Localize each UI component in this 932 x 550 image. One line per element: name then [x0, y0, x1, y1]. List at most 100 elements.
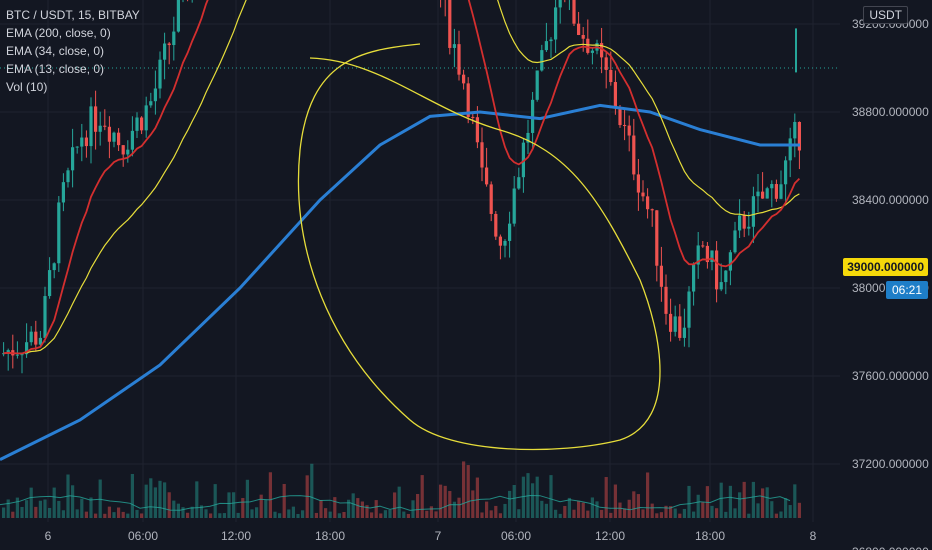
candle[interactable] — [577, 23, 581, 35]
candle[interactable] — [655, 210, 659, 266]
candle[interactable] — [503, 240, 507, 246]
candle[interactable] — [696, 245, 700, 265]
candle[interactable] — [613, 82, 617, 109]
candle[interactable] — [66, 170, 70, 183]
time-axis[interactable]: 6 06:00 12:00 18:00 7 06:00 12:00 18:00 8 — [45, 529, 817, 543]
candle[interactable] — [682, 327, 686, 338]
candle[interactable] — [89, 106, 93, 147]
candle[interactable] — [747, 226, 751, 229]
candlesticks[interactable] — [2, 0, 801, 374]
candle[interactable] — [627, 125, 631, 136]
candle[interactable] — [452, 44, 456, 48]
candle[interactable] — [600, 43, 604, 58]
candle[interactable] — [498, 236, 502, 246]
ema200-line[interactable] — [0, 103, 800, 461]
ema34-label[interactable]: EMA (34, close, 0) — [6, 44, 105, 58]
candle[interactable] — [673, 316, 677, 332]
candle[interactable] — [126, 149, 130, 155]
candle[interactable] — [94, 106, 98, 132]
candle[interactable] — [512, 188, 516, 224]
candle[interactable] — [480, 142, 484, 168]
candle[interactable] — [756, 191, 760, 197]
candle[interactable] — [728, 252, 732, 271]
candle[interactable] — [140, 117, 144, 131]
candle[interactable] — [641, 192, 645, 197]
candle[interactable] — [724, 270, 728, 283]
freehand-loop-drawing[interactable] — [297, 43, 661, 451]
trend-drawings[interactable] — [297, 43, 661, 451]
candle[interactable] — [590, 50, 594, 53]
candle[interactable] — [793, 121, 797, 139]
candle[interactable] — [517, 177, 521, 189]
candle[interactable] — [121, 145, 125, 155]
symbol-title[interactable]: BTC / USDT, 15, BITBAY — [6, 8, 140, 22]
candle[interactable] — [130, 130, 134, 150]
candle[interactable] — [6, 350, 10, 354]
candle[interactable] — [540, 50, 544, 71]
candle[interactable] — [692, 264, 696, 292]
candle[interactable] — [659, 265, 663, 287]
volume-label[interactable]: Vol (10) — [6, 80, 48, 94]
candle[interactable] — [61, 182, 65, 203]
candle[interactable] — [149, 101, 153, 106]
candle[interactable] — [715, 250, 719, 290]
candle[interactable] — [57, 202, 61, 264]
candle[interactable] — [43, 296, 47, 338]
candle[interactable] — [75, 146, 79, 148]
candle[interactable] — [135, 117, 139, 131]
candle[interactable] — [604, 57, 608, 70]
candle[interactable] — [779, 184, 783, 199]
candle[interactable] — [701, 245, 705, 247]
candle[interactable] — [664, 286, 668, 314]
candle[interactable] — [475, 117, 479, 143]
candle[interactable] — [489, 184, 493, 214]
candle[interactable] — [29, 331, 33, 343]
candle[interactable] — [466, 83, 470, 117]
candle[interactable] — [103, 125, 107, 127]
candle[interactable] — [52, 263, 56, 271]
candle[interactable] — [646, 196, 650, 210]
ema200-label[interactable]: EMA (200, close, 0) — [6, 26, 111, 40]
candle[interactable] — [623, 125, 627, 127]
candle[interactable] — [581, 34, 585, 39]
candle[interactable] — [765, 188, 769, 199]
candle[interactable] — [710, 250, 714, 263]
candle[interactable] — [494, 213, 498, 237]
candle[interactable] — [144, 105, 148, 131]
candle[interactable] — [98, 125, 102, 132]
candle[interactable] — [719, 282, 723, 290]
candle[interactable] — [172, 31, 176, 46]
candle[interactable] — [770, 184, 774, 189]
candle[interactable] — [158, 59, 162, 89]
candle[interactable] — [784, 160, 788, 185]
candle[interactable] — [25, 342, 29, 355]
candle[interactable] — [521, 142, 525, 178]
candle[interactable] — [797, 121, 801, 151]
candle[interactable] — [48, 270, 52, 297]
candle[interactable] — [71, 147, 75, 171]
currency-button[interactable]: USDT — [863, 6, 908, 24]
candle[interactable] — [636, 174, 640, 193]
candle[interactable] — [2, 353, 6, 355]
candle[interactable] — [549, 39, 553, 42]
candle[interactable] — [751, 196, 755, 227]
candle[interactable] — [107, 126, 111, 142]
candle[interactable] — [554, 7, 558, 40]
candle[interactable] — [462, 74, 466, 84]
candle[interactable] — [508, 223, 512, 241]
ema34-line[interactable] — [3, 0, 800, 354]
candle[interactable] — [678, 316, 682, 338]
candle[interactable] — [572, 0, 576, 24]
candle[interactable] — [558, 0, 562, 8]
candle[interactable] — [705, 245, 709, 263]
candle[interactable] — [457, 44, 461, 75]
candle[interactable] — [167, 43, 171, 46]
candle[interactable] — [535, 70, 539, 100]
candle[interactable] — [618, 108, 622, 126]
ema13-line[interactable] — [3, 0, 801, 355]
candle[interactable] — [687, 291, 691, 328]
candle[interactable] — [609, 69, 613, 83]
candle[interactable] — [163, 43, 167, 60]
candle[interactable] — [84, 137, 88, 147]
